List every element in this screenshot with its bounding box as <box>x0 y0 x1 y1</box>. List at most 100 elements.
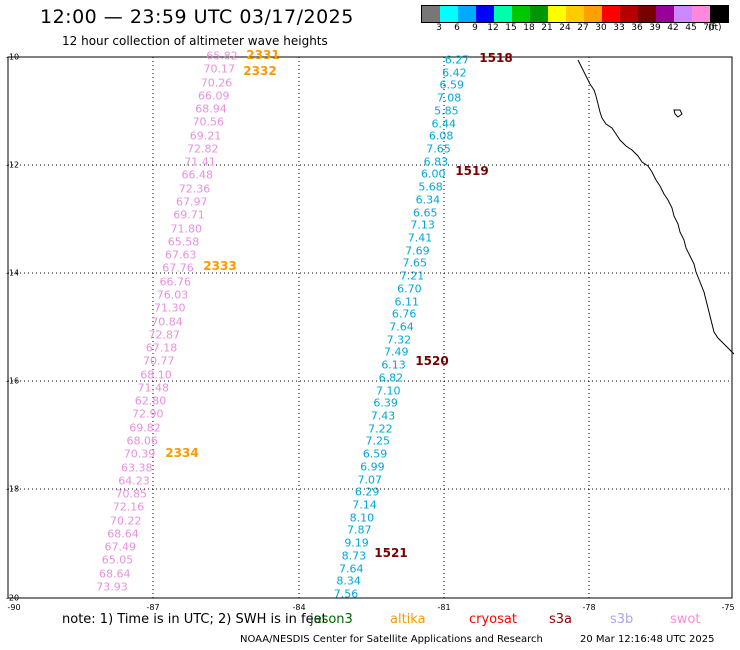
wave-height-label: 65.58 <box>167 235 200 249</box>
wave-height-label: 8.73 <box>341 549 367 563</box>
wave-height-label: 72.90 <box>132 407 164 421</box>
legend-swatch <box>692 6 710 22</box>
wave-height-label: 6.59 <box>439 78 464 92</box>
legend-swatch <box>458 6 476 22</box>
wave-height-label: 63.38 <box>121 461 153 475</box>
wave-height-label: 70.22 <box>110 514 142 528</box>
legend-label: 21 <box>541 23 553 33</box>
legend-label: 39 <box>649 23 661 33</box>
wave-height-label: 6.42 <box>442 66 467 80</box>
wave-height-label: 67.97 <box>176 195 208 209</box>
pass-number-label: 1521 <box>374 546 408 560</box>
wave-height-label: 71.30 <box>154 301 186 315</box>
wave-height-label: 8.10 <box>349 511 375 525</box>
wave-height-label: 5.85 <box>434 104 459 118</box>
satellite-legend-item: altika <box>390 612 426 627</box>
legend-label: 3 <box>436 23 442 33</box>
wave-height-label: 72.36 <box>178 182 211 196</box>
wave-height-label: 69.82 <box>129 421 161 435</box>
legend-label: 45 <box>685 23 697 33</box>
wave-height-label: 9.19 <box>344 536 369 550</box>
island <box>673 109 683 118</box>
longitude-label: -75 <box>721 603 735 612</box>
wave-height-label: 6.44 <box>431 117 457 131</box>
legend-swatch <box>512 6 530 22</box>
wave-height-label: 70.26 <box>200 76 233 90</box>
legend-swatch <box>566 6 584 22</box>
wave-height-label: 6.70 <box>397 282 422 296</box>
legend-label: 70 <box>703 23 715 33</box>
satellite-legend-item: s3a <box>549 612 573 627</box>
wave-height-label: 73.93 <box>96 580 128 594</box>
wave-height-label: 72.87 <box>148 328 181 342</box>
wave-height-label: 67.18 <box>145 341 178 355</box>
wave-height-label: 67.76 <box>162 261 194 275</box>
pass-number-label: 2331 <box>246 48 280 62</box>
wave-height-label: 7.07 <box>357 473 383 487</box>
legend-label: 9 <box>472 23 478 33</box>
satellite-legend-item: cryosat <box>469 612 517 627</box>
wave-height-label: 8.34 <box>336 574 361 588</box>
pass-number-label: 2333 <box>203 259 237 273</box>
footer-timestamp: 20 Mar 12:16:48 UTC 2025 <box>580 634 715 645</box>
wave-height-label: 71.48 <box>137 381 170 395</box>
wave-height-label: 6.99 <box>360 460 385 474</box>
wave-height-label: 72.16 <box>112 500 145 514</box>
legend-label: 6 <box>454 23 460 33</box>
longitude-label: -87 <box>146 603 160 612</box>
wave-height-label: 70.39 <box>123 447 156 461</box>
wave-height-label: 7.56 <box>333 587 359 601</box>
legend-swatch <box>710 6 728 22</box>
wave-height-label: 7.87 <box>346 523 372 537</box>
wave-height-label: 6.59 <box>362 447 388 461</box>
wave-height-label: 7.22 <box>368 422 393 436</box>
satellite-legend-item: s3b <box>610 612 634 627</box>
latitude-label: -16 <box>6 376 20 386</box>
wave-height-label: 6.82 <box>378 371 404 385</box>
wave-height-label: 71.80 <box>170 222 203 236</box>
wave-height-label: 6.11 <box>394 295 420 309</box>
wave-height-label: 7.32 <box>386 333 412 347</box>
legend-swatch <box>620 6 638 22</box>
wave-height-label: 66.09 <box>198 89 230 103</box>
footer-note: note: 1) Time is in UTC; 2) SWH is in fe… <box>62 612 327 627</box>
wave-height-label: 7.43 <box>370 409 396 423</box>
legend-swatch <box>530 6 548 22</box>
wave-height-label: 66.48 <box>181 168 214 182</box>
legend-swatch <box>602 6 620 22</box>
color-legend <box>421 5 729 23</box>
wave-height-label: 66.76 <box>159 275 192 289</box>
legend-swatch <box>584 6 602 22</box>
pass-number-label: 2334 <box>165 446 199 460</box>
legend-label: 15 <box>505 23 517 33</box>
legend-swatch <box>656 6 674 22</box>
wave-height-label: 76.03 <box>156 288 189 302</box>
wave-height-label: 7.21 <box>399 269 425 283</box>
wave-height-label: 71.41 <box>184 155 216 169</box>
wave-height-label: 7.65 <box>402 256 427 270</box>
legend-swatch <box>674 6 692 22</box>
satellite-legend-item: swot <box>670 612 701 627</box>
wave-height-label: 6.27 <box>444 53 470 67</box>
wave-height-label: 68.64 <box>99 567 131 581</box>
pass-number-label: 1518 <box>479 51 513 65</box>
wave-height-label: 65.05 <box>101 553 134 567</box>
wave-height-label: 6.65 <box>413 206 438 220</box>
wave-height-label: 6.34 <box>415 193 441 207</box>
wave-height-label: 7.41 <box>407 231 433 245</box>
wave-height-label: 7.10 <box>376 384 401 398</box>
legend-label: 24 <box>559 23 571 33</box>
map-title: 12:00 — 23:59 UTC 03/17/2025 <box>40 6 354 28</box>
wave-height-label: 70.77 <box>143 354 175 368</box>
wave-height-label: 6.08 <box>428 129 454 143</box>
wave-height-label: 62.80 <box>134 394 167 408</box>
pass-number-label: 2332 <box>243 64 277 78</box>
wave-height-label: 68.10 <box>140 368 172 382</box>
legend-swatch <box>548 6 566 22</box>
wave-height-label: 6.29 <box>354 485 380 499</box>
wave-height-label: 7.69 <box>405 244 430 258</box>
latitude-label: -12 <box>6 160 20 170</box>
satellite-legend-item: jason3 <box>310 612 353 627</box>
wave-height-label: 6.39 <box>373 396 398 410</box>
legend-label: 12 <box>487 23 499 33</box>
